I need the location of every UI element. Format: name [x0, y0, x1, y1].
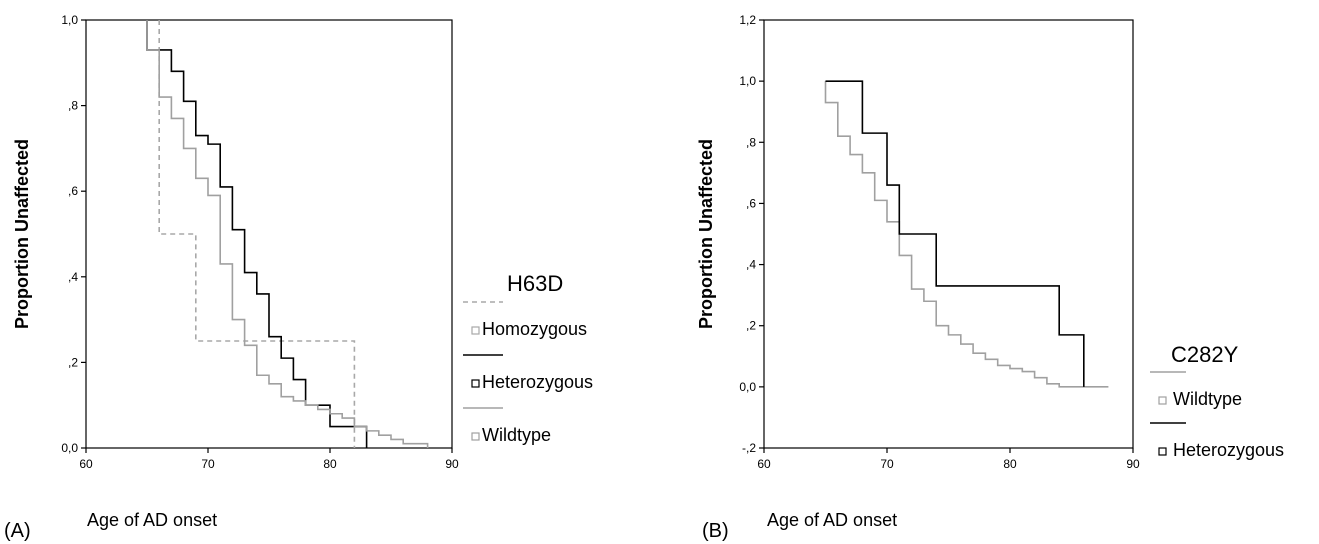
series-a [146, 20, 429, 448]
x-tick-label: 90 [445, 457, 459, 471]
legend-title-a: H63D [507, 271, 563, 296]
y-ticks-b: -,2 0,0 ,2 ,4 ,6 ,8 1,0 1,2 [739, 13, 764, 455]
panel-b: -,2 0,0 ,2 ,4 ,6 ,8 1,0 1,2 60 70 80 90 Proportion… [696, 13, 1284, 542]
x-axis-label-b: Age of AD onset [767, 510, 897, 530]
panel-a: 0,0 ,2 ,4 ,6 ,8 1,0 60 70 80 90 Proportion Unaff… [4, 13, 593, 542]
y-tick-label: 1,0 [739, 74, 756, 88]
y-tick-label: ,4 [68, 270, 78, 284]
legend-marker-wildtype [1158, 396, 1167, 405]
panel-label-a: (A) [4, 520, 31, 542]
x-ticks-b: 60 70 80 90 [757, 448, 1140, 471]
y-tick-label: ,2 [68, 355, 78, 369]
x-tick-label: 60 [757, 457, 771, 471]
y-tick-label: 1,2 [739, 13, 756, 27]
legend-label-wildtype: Wildtype [1173, 389, 1242, 409]
y-tick-label: 1,0 [61, 13, 78, 27]
series-line-wildtype-b [824, 81, 1109, 388]
x-tick-label: 60 [79, 457, 93, 471]
legend-label-homozygous: Homozygous [482, 319, 587, 339]
legend-title-b: C282Y [1171, 342, 1239, 367]
panel-label-b: (B) [702, 520, 729, 542]
x-tick-label: 70 [201, 457, 215, 471]
plot-frame-a [85, 19, 453, 449]
legend-marker-wildtype [471, 432, 480, 441]
series-line-wildtype-a [146, 20, 429, 448]
y-tick-label: 0,0 [61, 441, 78, 455]
y-tick-label: -,2 [742, 441, 756, 455]
legend-label-wildtype: Wildtype [482, 425, 551, 445]
legend-marker-heterozygous [471, 379, 480, 388]
x-tick-label: 80 [323, 457, 337, 471]
y-axis-label-a: Proportion Unaffected [12, 139, 32, 329]
x-tick-label: 80 [1003, 457, 1017, 471]
x-axis-label-a: Age of AD onset [87, 510, 217, 530]
y-tick-label: ,6 [746, 196, 756, 210]
legend-marker-homozygous [471, 326, 480, 335]
y-tick-label: ,6 [68, 184, 78, 198]
legend-b: Wildtype Heterozygous [1150, 371, 1284, 460]
legend-label-heterozygous: Heterozygous [1173, 440, 1284, 460]
y-axis-label-b: Proportion Unaffected [696, 139, 716, 329]
x-tick-label: 90 [1126, 457, 1140, 471]
series-line-homozygous-a [158, 20, 356, 448]
y-ticks-a: 0,0 ,2 ,4 ,6 ,8 1,0 [61, 13, 86, 455]
x-ticks-a: 60 70 80 90 [79, 448, 459, 471]
legend-marker-heterozygous [1158, 447, 1167, 456]
x-tick-label: 70 [880, 457, 894, 471]
y-tick-label: ,8 [746, 135, 756, 149]
legend-a: Homozygous Heterozygous Wildtype [463, 301, 593, 445]
series-line-heterozygous-a [146, 20, 368, 448]
y-tick-label: ,4 [746, 258, 756, 272]
plot-frame-b [763, 19, 1134, 449]
series-b [824, 80, 1109, 388]
series-line-heterozygous-b [825, 80, 1085, 387]
legend-label-heterozygous: Heterozygous [482, 372, 593, 392]
y-tick-label: ,2 [746, 319, 756, 333]
y-tick-label: ,8 [68, 99, 78, 113]
y-tick-label: 0,0 [739, 380, 756, 394]
